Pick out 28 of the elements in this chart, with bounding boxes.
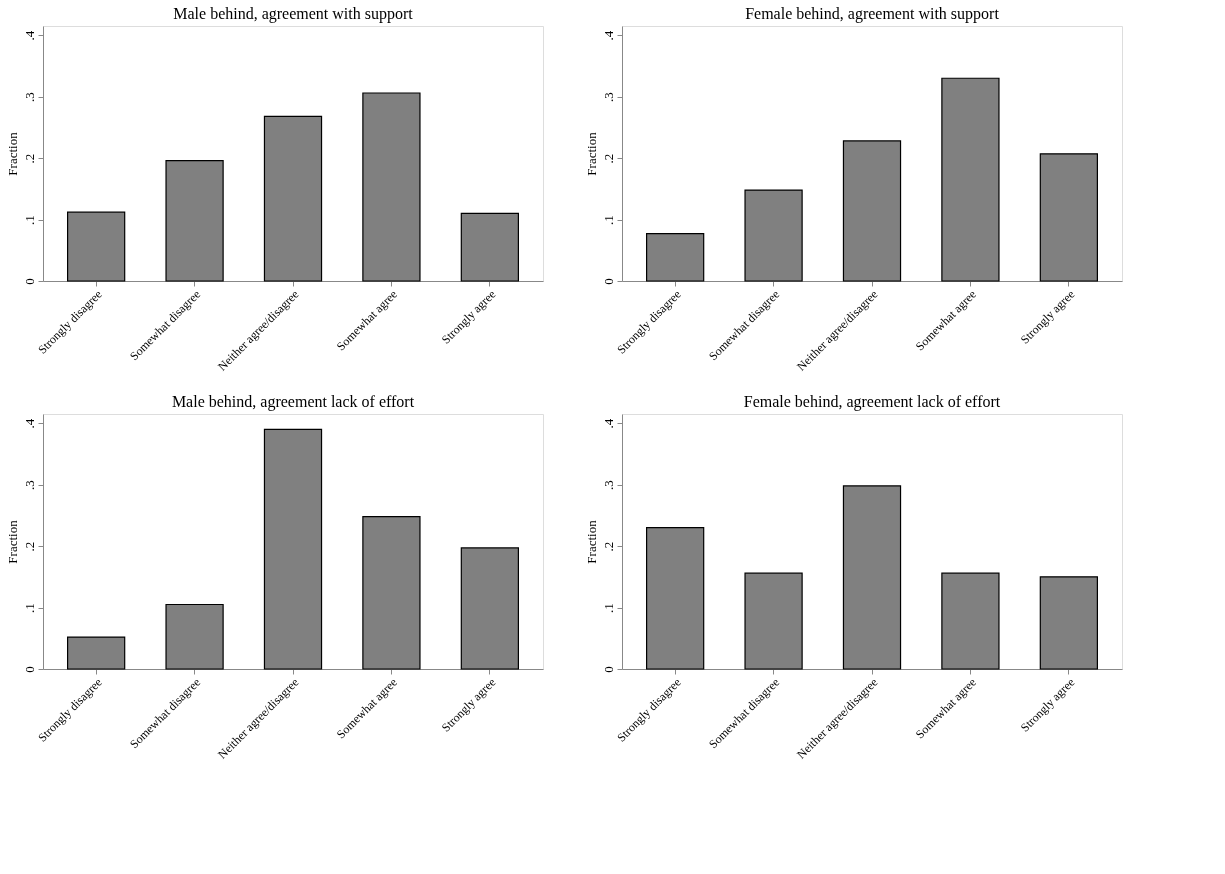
- y-tick-label: 0: [21, 278, 37, 285]
- y-tick-label: 0: [600, 666, 616, 673]
- y-tick-label: .1: [21, 603, 37, 613]
- y-tick-label: .2: [21, 541, 37, 552]
- y-tick-label: .4: [21, 30, 37, 41]
- y-tick-label: .3: [600, 480, 616, 491]
- chart-title: Female behind, agreement with support: [745, 5, 1000, 23]
- y-tick-label: .3: [21, 92, 37, 103]
- y-tick-label: .2: [600, 153, 616, 164]
- y-axis-title: Fraction: [583, 519, 599, 564]
- y-tick-label: .3: [21, 480, 37, 491]
- chart-title: Male behind, agreement lack of effort: [171, 393, 415, 411]
- y-axis-title: Fraction: [583, 131, 599, 176]
- y-tick-label: .1: [21, 215, 37, 225]
- y-tick-label: .3: [600, 92, 616, 103]
- y-tick-label: .1: [600, 215, 616, 225]
- y-tick-label: .2: [21, 153, 37, 164]
- y-tick-label: .4: [600, 30, 616, 41]
- y-axis-title: Fraction: [4, 519, 20, 564]
- y-tick-label: 0: [21, 666, 37, 673]
- y-tick-label: 0: [600, 278, 616, 285]
- chart-title: Female behind, agreement lack of effort: [743, 393, 1001, 411]
- y-axis-title: Fraction: [4, 131, 20, 176]
- y-tick-label: .4: [600, 418, 616, 429]
- y-tick-label: .4: [21, 418, 37, 429]
- y-tick-label: .2: [600, 541, 616, 552]
- chart-title: Male behind, agreement with support: [173, 5, 414, 23]
- y-tick-label: .1: [600, 603, 616, 613]
